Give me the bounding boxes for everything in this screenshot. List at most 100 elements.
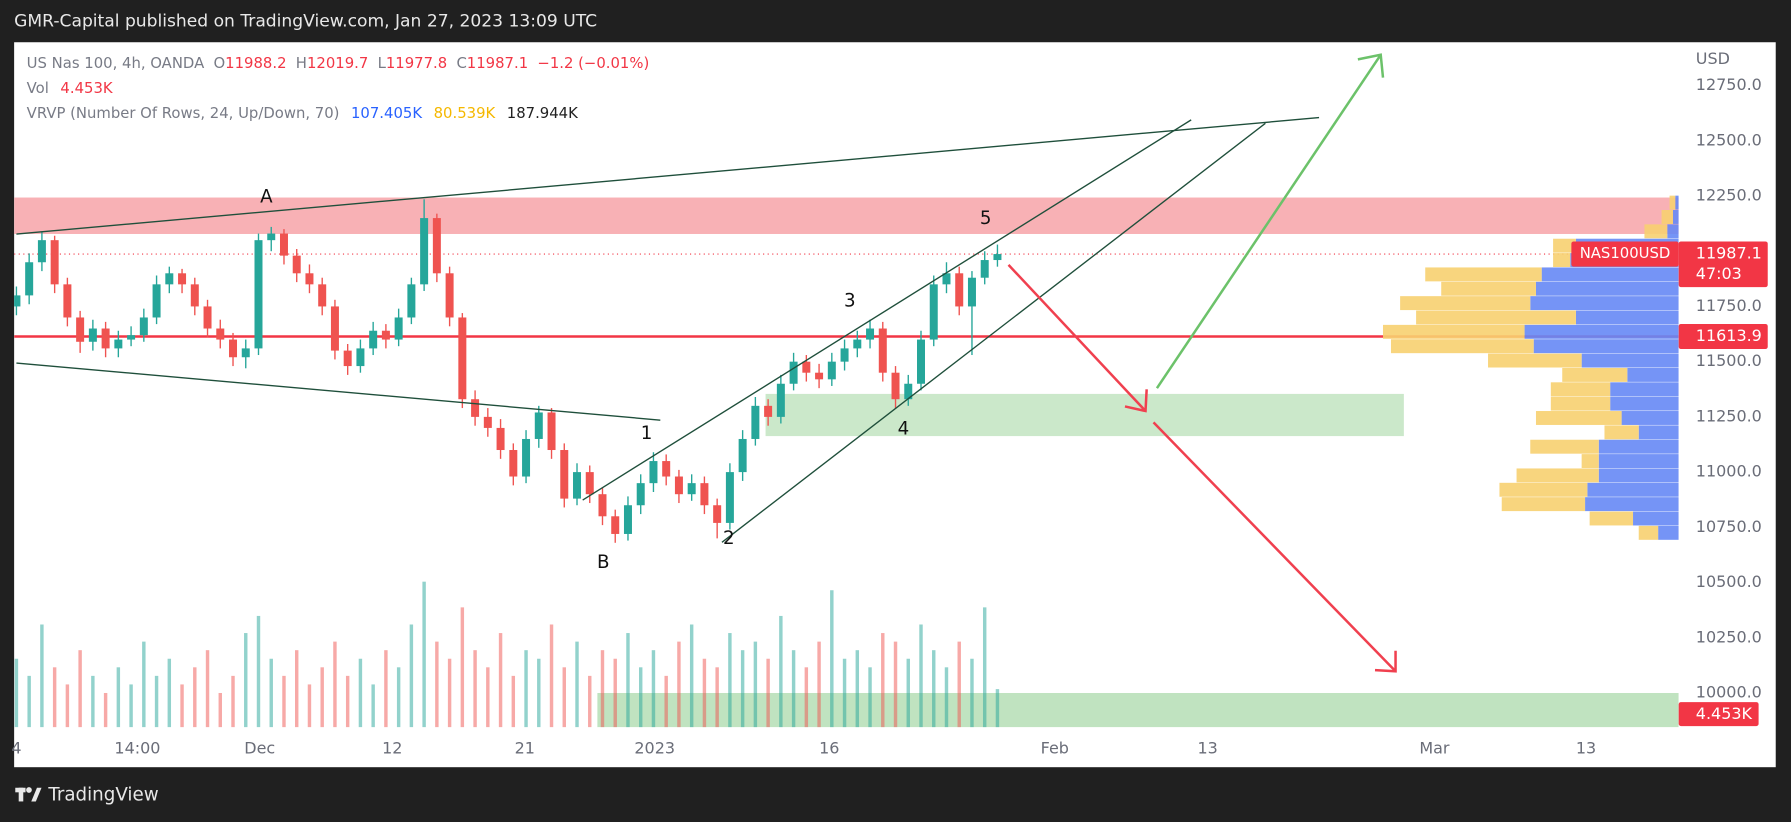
volume-bar xyxy=(855,650,860,728)
profile-down xyxy=(1589,511,1634,526)
volume-bar xyxy=(881,633,885,728)
volume-bar xyxy=(295,650,299,728)
profile-up xyxy=(1667,224,1679,239)
legend-vol: Vol 4.453K xyxy=(27,80,114,97)
volume-bar xyxy=(269,658,273,728)
candle-body xyxy=(101,328,110,349)
volume-bar xyxy=(116,667,121,728)
candle-body xyxy=(980,260,989,278)
candle-body xyxy=(878,328,887,373)
volume-bar xyxy=(333,641,337,728)
volume-bar xyxy=(231,675,235,728)
candle-body xyxy=(662,461,671,477)
symbol-tag-box xyxy=(1571,241,1679,267)
o-label: O xyxy=(214,55,226,72)
volume-bar xyxy=(600,650,605,728)
legend-ohlc: US Nas 100, 4h, OANDA O11988.2 H12019.7 … xyxy=(27,55,650,72)
volume-bar xyxy=(639,667,643,728)
candle-body xyxy=(50,240,59,285)
candle-body xyxy=(700,483,709,506)
profile-up xyxy=(1530,296,1679,311)
volume-bar xyxy=(664,675,668,728)
brand: TradingView xyxy=(47,785,158,806)
volume-bar xyxy=(435,641,439,728)
zone xyxy=(597,693,1679,728)
wave-label: B xyxy=(597,552,610,573)
candle-body xyxy=(139,317,148,336)
volume-bar xyxy=(218,692,222,728)
volume-bar xyxy=(345,675,350,728)
candle-body xyxy=(152,284,161,318)
drawings: A B 1 2 3 4 5 xyxy=(16,53,1397,673)
candle-body xyxy=(509,450,518,477)
volume-bar xyxy=(766,658,770,728)
volume-bar xyxy=(384,650,388,728)
candle-body xyxy=(751,405,760,439)
x-tick-label: 4 xyxy=(11,738,21,757)
x-tick-label: 16 xyxy=(819,738,839,757)
support-label: 11613.9 xyxy=(1696,326,1762,345)
volume-bar xyxy=(740,650,745,728)
volume-bar xyxy=(842,658,847,728)
vol-value: 4.453K xyxy=(60,80,113,97)
logo xyxy=(15,787,42,802)
profile-down xyxy=(1535,411,1622,425)
profile-down xyxy=(1530,439,1599,454)
candle-body xyxy=(267,233,276,241)
candle-body xyxy=(471,399,480,417)
volume-bar xyxy=(524,650,528,728)
profile-up xyxy=(1598,454,1679,469)
volume-bar xyxy=(78,650,82,728)
x-tick-label: 14:00 xyxy=(114,738,160,757)
volume-bar xyxy=(460,607,465,728)
profile-up xyxy=(1598,468,1679,483)
candle-body xyxy=(955,273,964,307)
candle-body xyxy=(330,306,339,351)
profile-up xyxy=(1610,396,1679,411)
candle-body xyxy=(738,438,747,473)
vrvp-total: 187.944K xyxy=(507,105,579,122)
volume-bar xyxy=(779,615,783,728)
candle-body xyxy=(929,284,938,340)
candle-body xyxy=(241,348,250,358)
candle-body xyxy=(88,328,97,342)
y-tick-label: 11250.0 xyxy=(1696,406,1762,425)
profile-up xyxy=(1627,367,1679,382)
profile-up xyxy=(1621,411,1679,425)
candle-body xyxy=(216,328,225,340)
profile-down xyxy=(1562,367,1628,382)
profile-up xyxy=(1575,310,1679,325)
candle-body xyxy=(369,330,378,349)
y-tick-label: 10000.0 xyxy=(1696,683,1762,702)
candle-body xyxy=(840,348,849,362)
volume-bar xyxy=(549,624,554,728)
profile-down xyxy=(1400,296,1531,311)
candle-body xyxy=(356,348,365,367)
volume-bar xyxy=(205,650,210,728)
volume-bar xyxy=(957,641,961,728)
volume-bar xyxy=(728,633,732,728)
candle-body xyxy=(547,412,556,451)
profile-down xyxy=(1516,468,1599,483)
candle-body xyxy=(190,284,199,307)
volume-bar xyxy=(868,667,872,728)
c-label: C xyxy=(456,55,466,72)
volume-bar xyxy=(651,650,656,728)
candle-body xyxy=(573,472,582,499)
candle-body xyxy=(776,383,785,417)
change: −1.2 (−0.01%) xyxy=(537,55,649,72)
profile-down xyxy=(1488,353,1582,368)
last-price-box xyxy=(1678,241,1768,288)
volume-bar xyxy=(40,624,44,728)
candle-body xyxy=(292,255,301,274)
candle-body xyxy=(165,273,174,285)
profile-down xyxy=(1644,224,1668,239)
volume-bar xyxy=(282,675,286,728)
x-tick-label: Dec xyxy=(244,738,275,757)
profile-up xyxy=(1638,425,1679,440)
volume-bar xyxy=(256,615,261,728)
candle-body xyxy=(853,339,862,349)
candle-body xyxy=(623,505,632,534)
candle-body xyxy=(560,450,569,499)
candle-body xyxy=(203,306,212,329)
